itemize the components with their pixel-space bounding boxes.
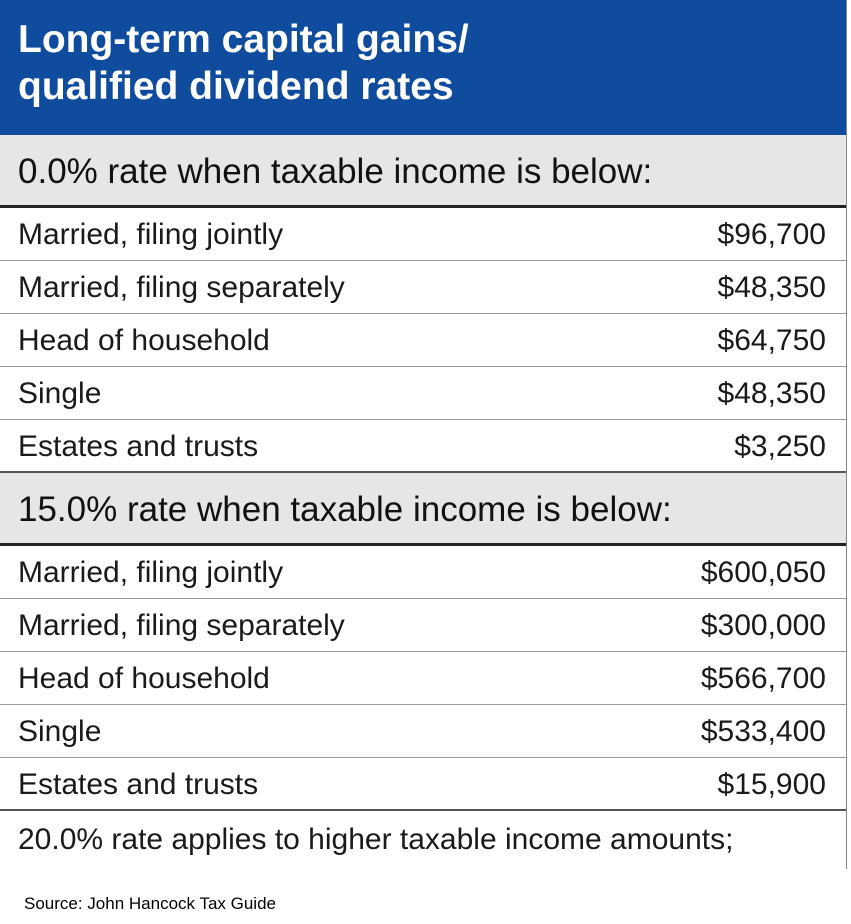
filing-status: Married, filing jointly — [18, 218, 284, 251]
source: Source: John Hancock Tax Guide — [24, 894, 276, 913]
table-row: Married, filing jointly $96,700 — [0, 208, 846, 261]
income-threshold: $96,700 — [717, 218, 826, 251]
filing-status: Estates and trusts — [18, 768, 259, 801]
income-threshold: $3,250 — [734, 430, 826, 463]
filing-status: Head of household — [18, 662, 270, 695]
table-row: Head of household $566,700 — [0, 652, 846, 705]
income-threshold: $64,750 — [717, 324, 826, 357]
title-line: qualified dividend rates — [18, 65, 454, 108]
filing-status: Married, filing jointly — [18, 556, 284, 589]
rates-table: Long-term capital gains/ qualified divid… — [0, 0, 847, 869]
footnote: 20.0% rate applies to higher taxable inc… — [18, 823, 734, 856]
income-threshold: $48,350 — [717, 271, 826, 304]
filing-status: Single — [18, 715, 102, 748]
section-heading: 0.0% rate when taxable income is below: — [0, 135, 846, 208]
table-row: Estates and trusts $3,250 — [0, 420, 846, 473]
table-row: Single $48,350 — [0, 367, 846, 420]
income-threshold: $533,400 — [700, 715, 826, 748]
table-header: Long-term capital gains/ qualified divid… — [0, 0, 846, 135]
income-threshold: $15,900 — [717, 768, 826, 801]
filing-status: Head of household — [18, 324, 270, 357]
income-threshold: $566,700 — [700, 662, 826, 695]
table-row: Head of household $64,750 — [0, 314, 846, 367]
table-row: Married, filing separately $48,350 — [0, 261, 846, 314]
table-row: Married, filing jointly $600,050 — [0, 546, 846, 599]
table-row: Estates and trusts $15,900 — [0, 758, 846, 811]
table-row: Married, filing separately $300,000 — [0, 599, 846, 652]
title-line: Long-term capital gains/ — [18, 18, 469, 61]
table-body: 0.0% rate when taxable income is below: M… — [0, 135, 846, 811]
section-heading: 15.0% rate when taxable income is below: — [0, 473, 846, 546]
table-row: Single $533,400 — [0, 705, 846, 758]
filing-status: Married, filing separately — [18, 271, 345, 304]
filing-status: Single — [18, 377, 102, 410]
income-threshold: $48,350 — [717, 377, 826, 410]
income-threshold: $600,050 — [700, 556, 826, 589]
income-threshold: $300,000 — [700, 609, 826, 642]
filing-status: Estates and trusts — [18, 430, 259, 463]
filing-status: Married, filing separately — [18, 609, 345, 642]
